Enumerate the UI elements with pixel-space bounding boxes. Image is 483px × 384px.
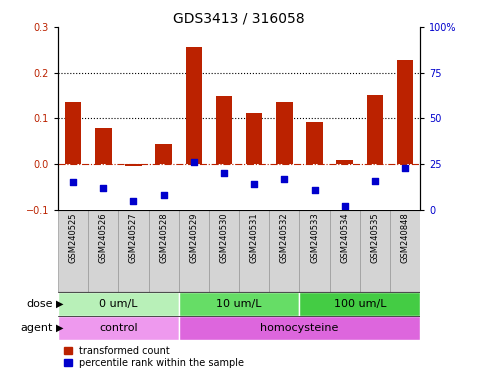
Title: GDS3413 / 316058: GDS3413 / 316058 xyxy=(173,12,305,26)
Bar xyxy=(179,210,209,292)
Bar xyxy=(239,210,270,292)
Text: GSM240535: GSM240535 xyxy=(370,212,380,263)
Text: control: control xyxy=(99,323,138,333)
Bar xyxy=(299,292,420,316)
Bar xyxy=(185,48,202,164)
Text: agent: agent xyxy=(21,323,53,333)
Text: 10 um/L: 10 um/L xyxy=(216,299,262,309)
Point xyxy=(281,176,288,182)
Bar xyxy=(58,292,179,316)
Text: homocysteine: homocysteine xyxy=(260,323,339,333)
Text: GSM240528: GSM240528 xyxy=(159,212,168,263)
Bar xyxy=(397,60,413,164)
Text: ▶: ▶ xyxy=(56,323,63,333)
Bar xyxy=(179,316,420,340)
Point xyxy=(311,187,318,193)
Bar xyxy=(306,122,323,164)
Bar xyxy=(299,210,330,292)
Bar xyxy=(270,210,299,292)
Bar xyxy=(149,210,179,292)
Text: dose: dose xyxy=(27,299,53,309)
Bar xyxy=(209,210,239,292)
Point xyxy=(190,159,198,166)
Text: 0 um/L: 0 um/L xyxy=(99,299,138,309)
Bar xyxy=(367,94,383,164)
Point xyxy=(99,185,107,191)
Text: GSM240526: GSM240526 xyxy=(99,212,108,263)
Legend: transformed count, percentile rank within the sample: transformed count, percentile rank withi… xyxy=(63,345,245,369)
Bar xyxy=(65,103,81,164)
Text: GSM240534: GSM240534 xyxy=(340,212,349,263)
Text: GSM240532: GSM240532 xyxy=(280,212,289,263)
Bar xyxy=(156,144,172,164)
Text: GSM240530: GSM240530 xyxy=(219,212,228,263)
Bar xyxy=(95,127,112,164)
Bar xyxy=(276,103,293,164)
Bar xyxy=(118,210,149,292)
Text: GSM240529: GSM240529 xyxy=(189,212,199,263)
Bar xyxy=(216,96,232,164)
Bar xyxy=(58,210,88,292)
Bar xyxy=(179,292,299,316)
Text: GSM240533: GSM240533 xyxy=(310,212,319,263)
Bar xyxy=(390,210,420,292)
Text: 100 um/L: 100 um/L xyxy=(334,299,386,309)
Point xyxy=(401,165,409,171)
Point xyxy=(341,203,349,209)
Text: ▶: ▶ xyxy=(56,299,63,309)
Text: GSM240848: GSM240848 xyxy=(400,212,410,263)
Text: GSM240531: GSM240531 xyxy=(250,212,259,263)
Bar xyxy=(88,210,118,292)
Bar xyxy=(330,210,360,292)
Bar xyxy=(360,210,390,292)
Text: GSM240527: GSM240527 xyxy=(129,212,138,263)
Bar xyxy=(125,164,142,166)
Bar xyxy=(246,113,262,164)
Point xyxy=(69,179,77,185)
Text: GSM240525: GSM240525 xyxy=(69,212,78,263)
Bar xyxy=(58,316,179,340)
Point xyxy=(371,177,379,184)
Point xyxy=(129,198,137,204)
Point xyxy=(220,170,228,176)
Bar xyxy=(337,160,353,164)
Point xyxy=(250,181,258,187)
Point xyxy=(160,192,168,199)
